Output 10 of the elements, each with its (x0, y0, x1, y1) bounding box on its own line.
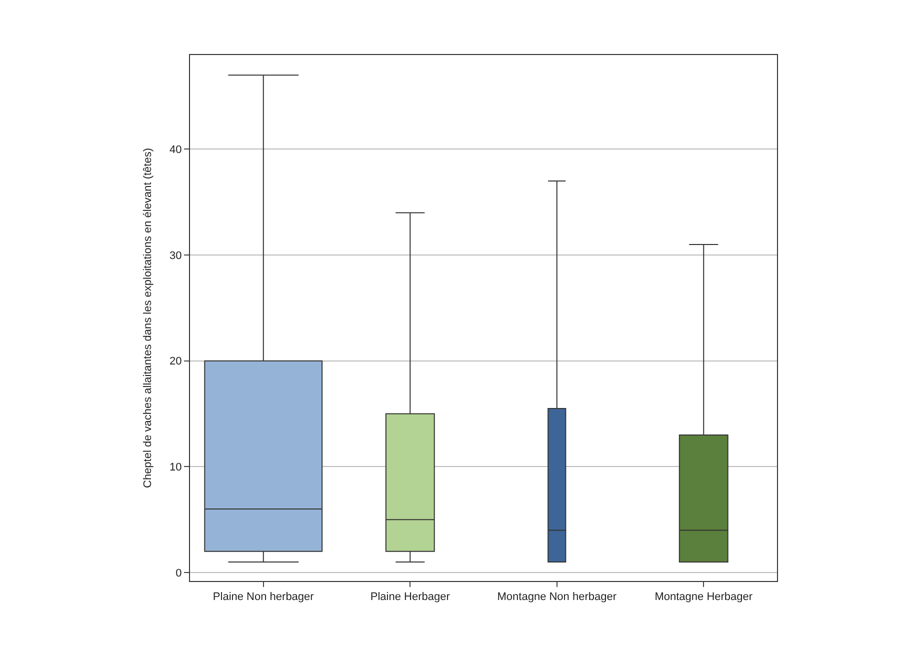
y-axis-title: Cheptel de vaches allaitantes dans les exploitations en élevant (têtes) (142, 148, 154, 488)
y-tick-label: 10 (170, 462, 182, 474)
y-tick-label: 20 (170, 356, 182, 368)
y-tick-label: 40 (170, 144, 182, 156)
x-tick-label: Plaine Herbager (370, 591, 450, 604)
y-tick-label: 30 (170, 250, 182, 262)
x-tick-label: Montagne Non herbager (497, 591, 617, 604)
x-tick-label: Montagne Herbager (654, 591, 753, 604)
x-tick-label: Plaine Non herbager (212, 591, 314, 604)
y-tick-label: 0 (176, 567, 182, 580)
